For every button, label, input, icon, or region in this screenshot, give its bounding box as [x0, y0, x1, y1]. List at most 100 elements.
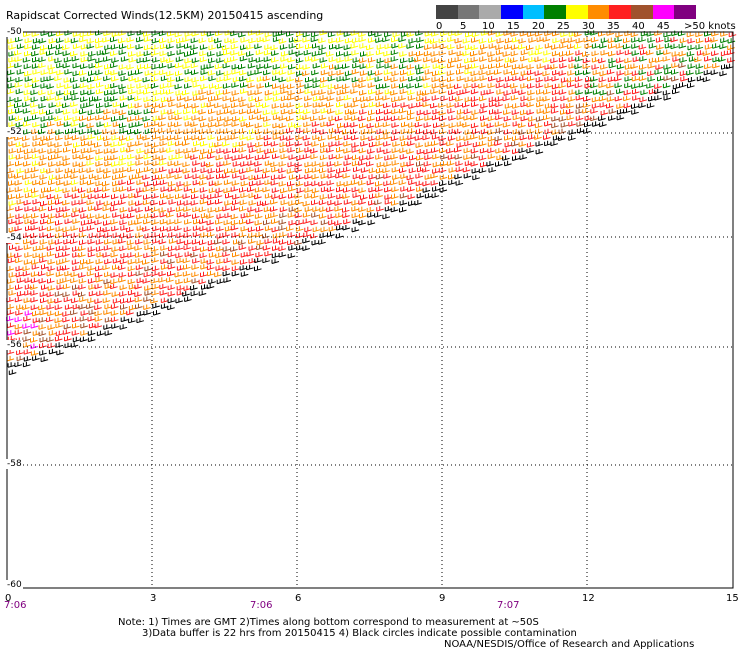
wind-barb — [62, 50, 71, 57]
wind-barb — [455, 160, 464, 167]
wind-barb — [328, 56, 337, 63]
wind-barb — [23, 297, 32, 304]
wind-barb — [46, 75, 55, 82]
wind-barb — [390, 63, 399, 70]
wind-barb — [32, 114, 40, 121]
wind-barb — [367, 116, 375, 122]
wind-barb — [375, 95, 383, 101]
wind-barb — [432, 186, 440, 192]
wind-barb — [6, 355, 15, 362]
wind-barb — [359, 122, 367, 129]
wind-barb — [398, 115, 406, 121]
wind-barb — [304, 140, 313, 147]
wind-barb — [167, 76, 175, 83]
wind-barb — [151, 148, 159, 154]
wind-barb — [175, 153, 184, 160]
wind-barb — [239, 101, 248, 108]
wind-barb — [87, 115, 95, 122]
wind-barb — [152, 102, 160, 109]
wind-barb — [590, 76, 598, 82]
wind-barb — [327, 200, 335, 206]
wind-barb — [638, 75, 647, 82]
wind-barb — [687, 82, 695, 89]
wind-barb — [224, 168, 232, 174]
wind-barb — [104, 303, 113, 310]
wind-barb — [120, 253, 129, 259]
wind-barb — [590, 82, 598, 89]
wind-barb — [72, 265, 80, 272]
wind-barb — [94, 174, 103, 181]
wind-barb — [40, 201, 48, 207]
wind-barb — [407, 134, 416, 140]
wind-barb — [656, 44, 664, 50]
wind-barb — [56, 265, 65, 272]
wind-barb — [342, 173, 351, 179]
wind-barb — [416, 37, 424, 43]
wind-barb — [24, 179, 33, 186]
wind-barb — [65, 128, 73, 135]
wind-barb — [406, 161, 415, 167]
wind-barb — [55, 49, 63, 56]
wind-barb — [79, 115, 87, 122]
wind-barb — [590, 108, 598, 114]
wind-barb — [704, 56, 712, 62]
wind-barb — [406, 83, 415, 89]
wind-barb — [638, 44, 647, 50]
wind-barb — [79, 36, 87, 43]
wind-barb — [31, 147, 40, 154]
wind-barb — [128, 89, 136, 95]
wind-barb — [6, 265, 15, 272]
wind-barb — [535, 82, 544, 89]
wind-barb — [480, 103, 488, 109]
wind-barb — [416, 193, 425, 199]
wind-barb — [222, 239, 231, 245]
wind-barb — [15, 310, 23, 316]
wind-barb — [374, 76, 383, 82]
wind-barb — [358, 147, 367, 154]
wind-barb — [7, 83, 16, 89]
wind-barb — [95, 148, 104, 155]
wind-barb — [152, 303, 160, 309]
wind-barb — [191, 278, 200, 284]
wind-barb — [199, 180, 207, 186]
wind-barb — [383, 141, 391, 147]
wind-barb — [455, 96, 463, 102]
wind-barb — [127, 43, 135, 50]
wind-barb — [312, 43, 320, 49]
wind-barb — [687, 38, 696, 44]
wind-barb — [438, 50, 447, 56]
wind-barb — [263, 50, 272, 56]
wind-barb — [216, 128, 225, 134]
wind-barb — [110, 44, 119, 50]
wind-barb — [358, 180, 366, 186]
wind-barb — [727, 38, 736, 44]
wind-barb — [310, 115, 318, 122]
wind-barb — [56, 90, 64, 96]
wind-barb — [407, 140, 415, 147]
wind-barb — [135, 154, 144, 160]
wind-barb — [32, 57, 40, 63]
wind-barb — [78, 284, 86, 290]
wind-barb — [471, 168, 480, 174]
wind-barb — [519, 75, 527, 82]
wind-barb — [95, 265, 103, 272]
wind-barb — [286, 76, 295, 82]
wind-barb — [512, 155, 520, 161]
wind-barb — [391, 36, 399, 43]
wind-barb — [590, 37, 599, 43]
wind-barb — [542, 70, 551, 77]
wind-barb — [6, 205, 15, 212]
wind-barb — [551, 83, 560, 90]
wind-barb — [527, 83, 535, 89]
wind-barb — [87, 77, 95, 83]
wind-barb — [271, 193, 279, 200]
wind-barb — [440, 154, 448, 160]
wind-barb — [360, 194, 368, 200]
wind-barb — [78, 291, 86, 298]
wind-barb — [574, 63, 583, 70]
wind-barb — [72, 153, 81, 160]
wind-barb — [54, 153, 62, 160]
wind-barb — [15, 154, 24, 160]
wind-barb — [120, 316, 129, 323]
wind-barb — [30, 225, 39, 231]
